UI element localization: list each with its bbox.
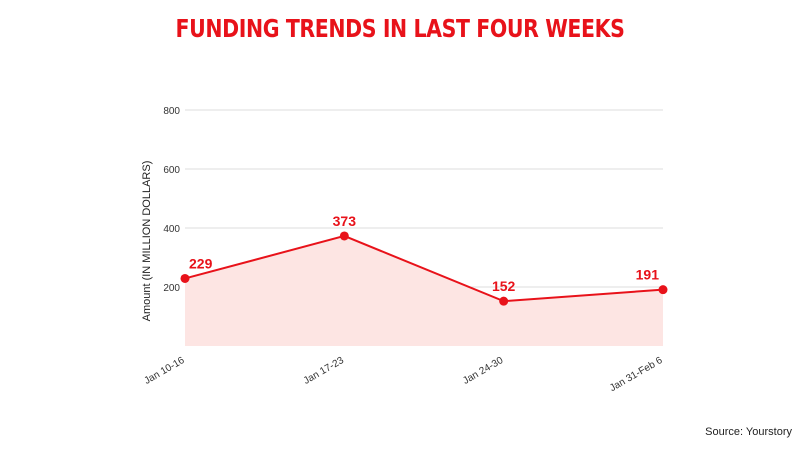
y-axis-ticks: 200 400 600 800 xyxy=(163,106,180,294)
data-point xyxy=(658,285,668,295)
data-label: 229 xyxy=(189,255,213,271)
chart-title: FUNDING TRENDS IN LAST FOUR WEEKS xyxy=(175,14,625,43)
y-tick-label: 800 xyxy=(163,106,180,117)
x-tick-label: Jan 31-Feb 6 xyxy=(608,355,665,394)
data-point xyxy=(499,296,509,306)
series-line xyxy=(184,234,664,303)
y-tick-label: 600 xyxy=(163,165,180,176)
data-labels: 229 373 152 191 xyxy=(189,213,659,294)
x-axis-ticks: Jan 10-16 Jan 17-23 Jan 24-30 Jan 31-Feb 6 xyxy=(142,355,664,394)
data-label: 373 xyxy=(333,213,357,229)
data-label: 191 xyxy=(636,267,660,283)
y-axis-label: Amount (IN MILLION DOLLARS) xyxy=(141,161,153,322)
area-fill-layer xyxy=(185,235,663,346)
line-layer xyxy=(180,231,668,306)
data-point xyxy=(339,231,349,241)
y-tick-label: 200 xyxy=(163,283,180,294)
y-tick-label: 400 xyxy=(163,224,180,235)
x-tick-label: Jan 17-23 xyxy=(302,355,346,387)
area-fill xyxy=(185,235,663,346)
data-point xyxy=(180,273,190,283)
x-tick-label: Jan 24-30 xyxy=(461,355,505,387)
data-label: 152 xyxy=(492,278,516,294)
x-tick-label: Jan 10-16 xyxy=(142,355,186,387)
source-note: Source: Yourstory xyxy=(705,426,792,438)
